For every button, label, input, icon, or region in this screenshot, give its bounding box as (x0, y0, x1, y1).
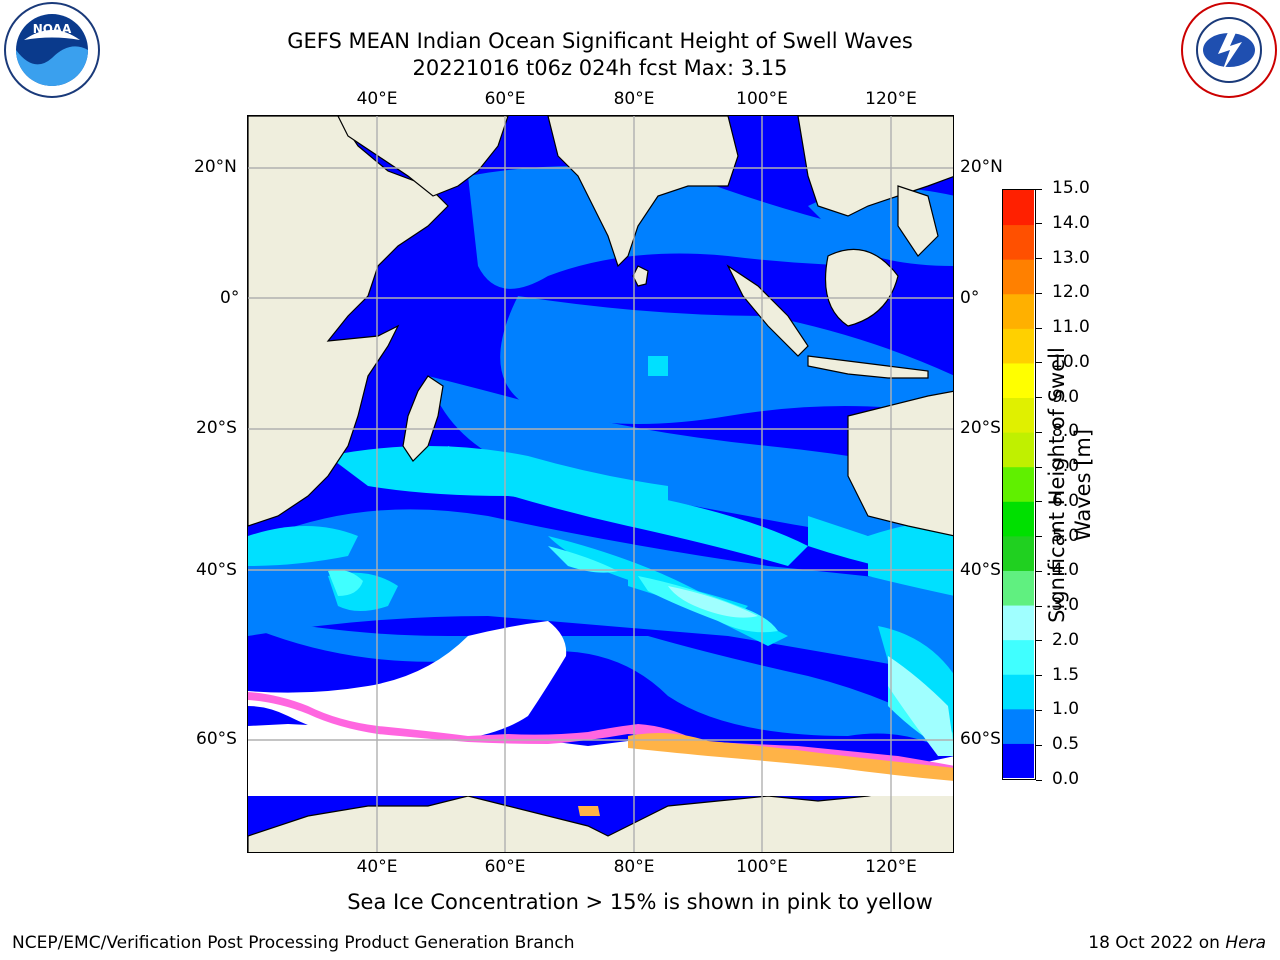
lon-tick-top-40e: 40°E (356, 89, 398, 109)
colorbar-tick-mark (1036, 640, 1042, 642)
colorbar-tick-label: 9.0 (1052, 386, 1080, 407)
colorbar-title-line2: Waves [m] (1071, 428, 1095, 542)
colorbar-swatch-8 (1003, 466, 1034, 502)
lon-tick-bottom-40e: 40°E (356, 857, 398, 877)
colorbar-swatch-7 (1003, 501, 1034, 537)
lat-tick-left-40s: 40°S (196, 560, 237, 580)
lat-tick-right-60s: 60°S (960, 729, 1001, 749)
colorbar-tick-mark (1036, 501, 1042, 503)
colorbar-tick-label: 5.0 (1052, 525, 1080, 546)
colorbar-tick-mark (1036, 709, 1042, 711)
footer-machine: Hera (1225, 933, 1266, 953)
colorbar-tick-label: 3.0 (1052, 595, 1080, 616)
colorbar-title: Significant Height of Swell Waves [m] (1044, 335, 1096, 635)
lat-tick-left-20n: 20°N (194, 157, 237, 177)
colorbar-tick-label: 1.5 (1052, 664, 1080, 685)
colorbar-swatch-4 (1003, 605, 1034, 641)
graticule (248, 116, 953, 852)
colorbar-swatch-2 (1003, 674, 1034, 710)
colorbar-tick-label: 13.0 (1052, 247, 1090, 268)
colorbar-swatch-13 (1003, 293, 1034, 329)
lon-tick-top-80e: 80°E (613, 89, 655, 109)
colorbar-swatch-3 (1003, 639, 1034, 675)
colorbar-tick-mark (1036, 779, 1042, 781)
svg-text:NOAA: NOAA (33, 22, 72, 36)
lon-tick-top-100e: 100°E (736, 89, 788, 109)
colorbar-swatches (1003, 190, 1034, 779)
colorbar-tick-label: 14.0 (1052, 212, 1090, 233)
colorbar-tick-mark (1036, 258, 1042, 260)
colorbar-tick-label: 6.0 (1052, 490, 1080, 511)
footer-right: 18 Oct 2022 on Hera (1088, 933, 1266, 953)
colorbar-swatch-14 (1003, 259, 1034, 295)
lon-tick-bottom-120e: 120°E (865, 857, 917, 877)
colorbar (1002, 189, 1036, 780)
lat-tick-right-40s: 40°S (960, 560, 1001, 580)
colorbar-tick-mark (1036, 536, 1042, 538)
colorbar-swatch-9 (1003, 432, 1034, 468)
lon-tick-bottom-60e: 60°E (484, 857, 526, 877)
chart-title: GEFS MEAN Indian Ocean Significant Heigh… (287, 29, 913, 53)
colorbar-tick-label: 0.0 (1052, 769, 1080, 789)
map-panel (247, 115, 954, 853)
lon-tick-top-120e: 120°E (865, 89, 917, 109)
map-canvas (248, 116, 953, 852)
colorbar-swatch-16 (1003, 190, 1034, 226)
colorbar-tick-mark (1036, 605, 1042, 607)
lat-tick-right-20s: 20°S (960, 418, 1001, 438)
colorbar-swatch-10 (1003, 397, 1034, 433)
colorbar-tick-label: 2.0 (1052, 629, 1080, 650)
sea-ice (248, 621, 953, 816)
colorbar-tick-mark (1036, 188, 1042, 190)
colorbar-swatch-6 (1003, 535, 1034, 571)
lon-tick-top-60e: 60°E (484, 89, 526, 109)
colorbar-tick-mark (1036, 327, 1042, 329)
chart-subtitle-forecast: 20221016 t06z 024h fcst Max: 3.15 (412, 56, 788, 80)
colorbar-tick-mark (1036, 223, 1042, 225)
colorbar-tick-label: 1.0 (1052, 699, 1080, 720)
land-masses (248, 116, 953, 852)
footer-left: NCEP/EMC/Verification Post Processing Pr… (12, 933, 575, 953)
colorbar-tick-mark (1036, 292, 1042, 294)
colorbar-tick-label: 4.0 (1052, 560, 1080, 581)
sea-ice-note: Sea Ice Concentration > 15% is shown in … (347, 890, 933, 914)
lat-tick-right-20n: 20°N (960, 157, 1003, 177)
colorbar-swatch-1 (1003, 708, 1034, 744)
lat-tick-left-60s: 60°S (196, 729, 237, 749)
colorbar-tick-mark (1036, 570, 1042, 572)
colorbar-tick-label: 7.0 (1052, 456, 1080, 477)
colorbar-swatch-12 (1003, 328, 1034, 364)
colorbar-tick-mark (1036, 466, 1042, 468)
swell-band-2-0-3-0 (668, 586, 953, 756)
colorbar-title-line1: Significant Height of Swell (1045, 347, 1069, 623)
nws-logo (1178, 0, 1280, 100)
colorbar-swatch-15 (1003, 224, 1034, 260)
noaa-logo: NOAA (0, 0, 105, 100)
lat-tick-left-20s: 20°S (196, 418, 237, 438)
colorbar-swatch-0 (1003, 743, 1034, 779)
colorbar-tick-label: 11.0 (1052, 317, 1090, 338)
lat-tick-right-0: 0° (960, 288, 980, 308)
lat-tick-left-0: 0° (220, 288, 240, 308)
colorbar-tick-mark (1036, 397, 1042, 399)
colorbar-tick-label: 0.5 (1052, 734, 1080, 755)
colorbar-tick-mark (1036, 675, 1042, 677)
colorbar-tick-label: 8.0 (1052, 421, 1080, 442)
colorbar-tick-label: 10.0 (1052, 351, 1090, 372)
colorbar-tick-mark (1036, 431, 1042, 433)
colorbar-tick-mark (1036, 362, 1042, 364)
colorbar-swatch-11 (1003, 362, 1034, 399)
lon-tick-bottom-80e: 80°E (613, 857, 655, 877)
colorbar-swatch-5 (1003, 570, 1034, 606)
lon-tick-bottom-100e: 100°E (736, 857, 788, 877)
colorbar-tick-mark (1036, 744, 1042, 746)
colorbar-tick-label: 15.0 (1052, 178, 1090, 198)
footer-date: 18 Oct 2022 on (1088, 933, 1226, 953)
colorbar-tick-label: 12.0 (1052, 282, 1090, 303)
